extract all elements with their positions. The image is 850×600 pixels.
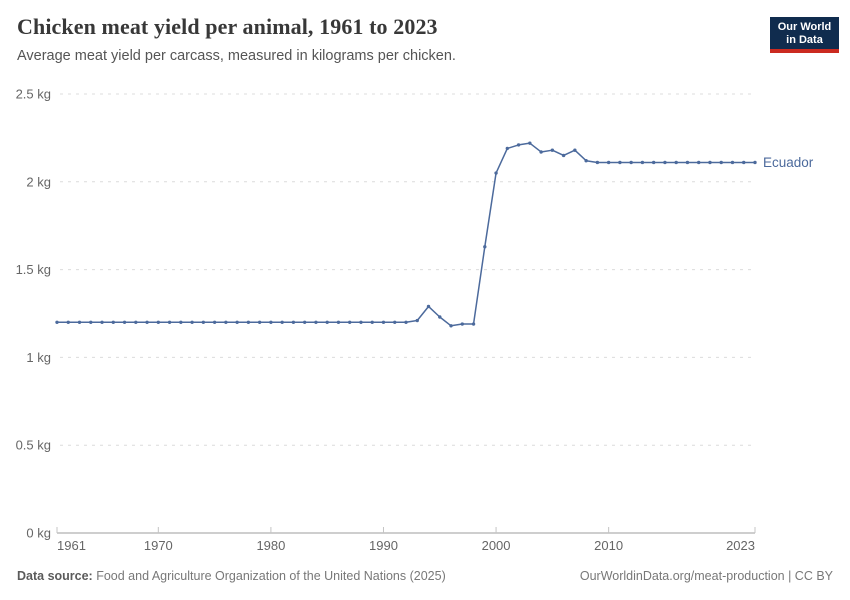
data-point[interactable] — [449, 324, 453, 328]
data-point[interactable] — [460, 322, 464, 326]
data-source-text: Food and Agriculture Organization of the… — [96, 569, 446, 583]
data-point[interactable] — [697, 160, 701, 165]
trend-line-ecuador[interactable] — [56, 142, 756, 327]
data-point[interactable] — [381, 320, 386, 324]
data-point[interactable] — [573, 148, 577, 152]
data-point[interactable] — [674, 160, 678, 165]
y-axis-label: 1 kg — [26, 350, 51, 365]
x-axis-label: 1990 — [369, 538, 398, 553]
data-point[interactable] — [348, 320, 352, 324]
data-point[interactable] — [89, 320, 93, 324]
data-point[interactable] — [415, 318, 419, 323]
data-point[interactable] — [730, 160, 735, 165]
owid-logo-line2: in Data — [786, 33, 823, 46]
x-axis-label: 1980 — [256, 538, 285, 553]
data-source-label: Data source: — [17, 569, 93, 583]
x-axis-label: 1970 — [144, 538, 173, 553]
data-point[interactable] — [561, 153, 566, 158]
x-axis-label: 2023 — [726, 538, 755, 553]
series-label-ecuador[interactable]: Ecuador — [763, 155, 814, 170]
data-point[interactable] — [111, 320, 115, 324]
data-point[interactable] — [685, 160, 690, 165]
data-point[interactable] — [336, 320, 341, 324]
data-point[interactable] — [280, 320, 284, 324]
data-point[interactable] — [66, 320, 70, 324]
data-point[interactable] — [190, 320, 194, 324]
data-point[interactable] — [235, 320, 239, 324]
data-point[interactable] — [618, 160, 622, 165]
data-point[interactable] — [742, 160, 746, 165]
data-point[interactable] — [179, 320, 183, 324]
data-point[interactable] — [77, 320, 82, 324]
data-point[interactable] — [539, 150, 543, 154]
data-point[interactable] — [426, 304, 431, 309]
data-point[interactable] — [753, 160, 757, 165]
owid-logo-line1: Our World — [777, 21, 832, 33]
license-link[interactable]: OurWorldinData.org/meat-production | CC … — [579, 569, 833, 583]
data-point[interactable] — [314, 320, 318, 324]
data-point[interactable] — [595, 160, 600, 165]
chart-title: Chicken meat yield per animal, 1961 to 2… — [17, 14, 438, 39]
data-point[interactable] — [494, 171, 498, 175]
y-axis-label: 0 kg — [26, 526, 51, 541]
data-point[interactable] — [100, 320, 104, 324]
data-point[interactable] — [370, 320, 374, 324]
data-point[interactable] — [167, 320, 172, 324]
owid-logo[interactable]: Our World in Data — [770, 17, 839, 53]
data-point[interactable] — [550, 148, 555, 152]
data-point[interactable] — [212, 320, 217, 324]
data-point[interactable] — [629, 160, 633, 165]
chart-subtitle: Average meat yield per carcass, measured… — [17, 48, 456, 64]
data-point[interactable] — [471, 322, 476, 326]
data-point[interactable] — [156, 320, 161, 324]
data-point[interactable] — [55, 320, 59, 324]
x-axis-label: 2000 — [482, 538, 511, 553]
y-axis-label: 1.5 kg — [16, 262, 51, 277]
x-axis-label: 2010 — [594, 538, 623, 553]
data-point[interactable] — [528, 141, 532, 145]
data-point[interactable] — [516, 143, 521, 147]
data-point[interactable] — [584, 159, 588, 163]
data-point[interactable] — [224, 320, 228, 324]
data-point[interactable] — [505, 146, 510, 151]
data-point[interactable] — [246, 320, 251, 324]
data-point[interactable] — [404, 320, 408, 324]
data-point[interactable] — [291, 320, 296, 324]
data-point[interactable] — [606, 160, 611, 165]
data-point[interactable] — [269, 320, 273, 324]
data-point[interactable] — [393, 320, 397, 324]
data-point[interactable] — [145, 320, 149, 324]
chart-footer: Data source: Food and Agriculture Organi… — [17, 569, 833, 583]
y-axis-label: 2.5 kg — [16, 87, 51, 102]
data-point[interactable] — [663, 160, 667, 165]
data-point[interactable] — [134, 320, 138, 324]
chart-header: Chicken meat yield per animal, 1961 to 2… — [17, 12, 757, 66]
data-point[interactable] — [438, 315, 442, 319]
data-point[interactable] — [359, 320, 363, 324]
data-point[interactable] — [302, 320, 307, 324]
data-point[interactable] — [640, 160, 645, 165]
x-axis-label: 1961 — [57, 538, 86, 553]
data-point[interactable] — [257, 320, 262, 324]
data-point[interactable] — [719, 160, 723, 165]
data-point[interactable] — [122, 320, 127, 324]
data-source: Data source: Food and Agriculture Organi… — [17, 569, 446, 583]
data-point[interactable] — [483, 245, 487, 249]
data-point[interactable] — [708, 160, 712, 165]
data-point[interactable] — [325, 320, 329, 324]
data-point[interactable] — [201, 320, 206, 324]
y-axis-label: 0.5 kg — [16, 438, 51, 453]
y-axis-label: 2 kg — [26, 174, 51, 189]
data-point[interactable] — [651, 160, 656, 165]
